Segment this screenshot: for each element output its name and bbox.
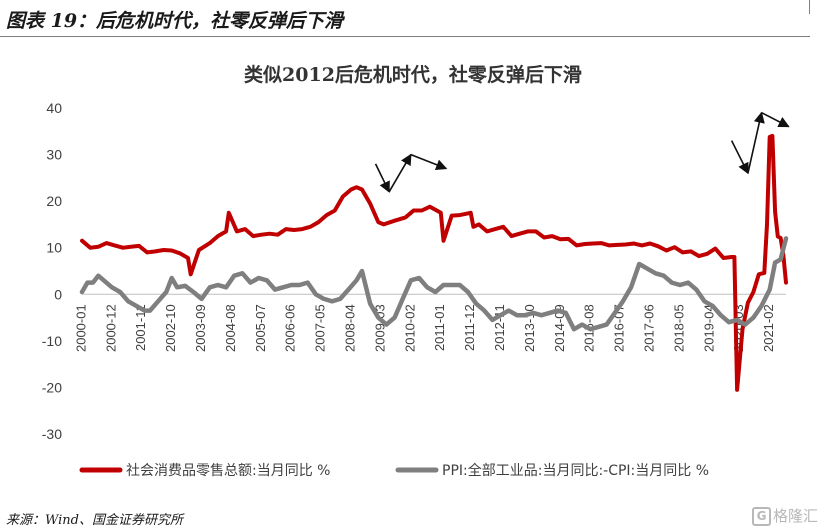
watermark-text: 格隆汇 [773, 507, 819, 525]
x-tick-label: 2016-07 [612, 304, 627, 352]
header-corner-tick [809, 0, 810, 14]
y-tick-label: 20 [46, 193, 62, 209]
x-tick-label: 2017-06 [642, 304, 657, 352]
y-tick-label: 10 [46, 240, 62, 256]
x-tick-label: 2003-09 [193, 304, 208, 352]
x-tick-label: 2007-05 [313, 304, 328, 352]
x-tick-label: 2018-05 [671, 304, 686, 352]
y-tick-label: 40 [46, 100, 62, 116]
annotation-arrow [761, 111, 790, 128]
figure-header: 图表 19：后危机时代，社零反弹后下滑 [0, 0, 810, 37]
annotation-arrow [410, 153, 448, 171]
x-tick-label: 2005-07 [253, 304, 268, 352]
annotation-arrow [747, 111, 765, 174]
watermark: G 格隆汇 [752, 505, 818, 526]
y-tick-label: 30 [46, 147, 62, 163]
watermark-logo-icon: G [752, 507, 771, 526]
chart-title: 类似2012后危机时代，社零反弹后下滑 [244, 64, 582, 86]
x-tick-label: 2001-11 [133, 304, 148, 351]
x-tick-label: 2019-04 [701, 304, 716, 352]
x-tick-label: 2021-02 [761, 304, 776, 352]
x-tick-label: 2008-04 [343, 304, 358, 352]
header-rule [0, 36, 810, 37]
y-tick-label: -10 [42, 333, 62, 349]
x-tick-label: 2014-09 [552, 304, 567, 352]
annotation-arrow [374, 163, 390, 193]
x-tick-label: 2000-01 [73, 304, 88, 352]
x-tick-label: 2010-02 [402, 304, 417, 352]
y-tick-label: -20 [42, 379, 62, 395]
annotation-arrow [388, 153, 412, 193]
x-tick-label: 2006-06 [283, 304, 298, 352]
x-tick-label: 2011-01 [432, 304, 447, 351]
source-note: 来源：Wind、国金证券研究所 [6, 513, 183, 528]
x-tick-label: 2004-08 [223, 304, 238, 352]
line-chart: -30 -20 -10 0 10 20 30 40 2000-01 2000-12 2001-11 2… [42, 100, 790, 479]
y-tick-label: 0 [54, 286, 62, 302]
x-tick-label: 2011-12 [462, 304, 477, 351]
legend-label: PPI:全部工业品:当月同比:-CPI:当月同比 % [442, 462, 709, 479]
figure-caption: 图表 19：后危机时代，社零反弹后下滑 [6, 10, 344, 32]
series-ppi-cpi-line [79, 236, 789, 332]
x-tick-label: 2000-12 [103, 304, 118, 352]
x-tick-label: 2002-10 [163, 304, 178, 352]
legend-label: 社会消费品零售总额:当月同比 % [126, 463, 330, 479]
annotation-arrow [730, 140, 749, 175]
y-tick-label: -30 [42, 426, 62, 442]
series-retail-line [80, 133, 788, 392]
